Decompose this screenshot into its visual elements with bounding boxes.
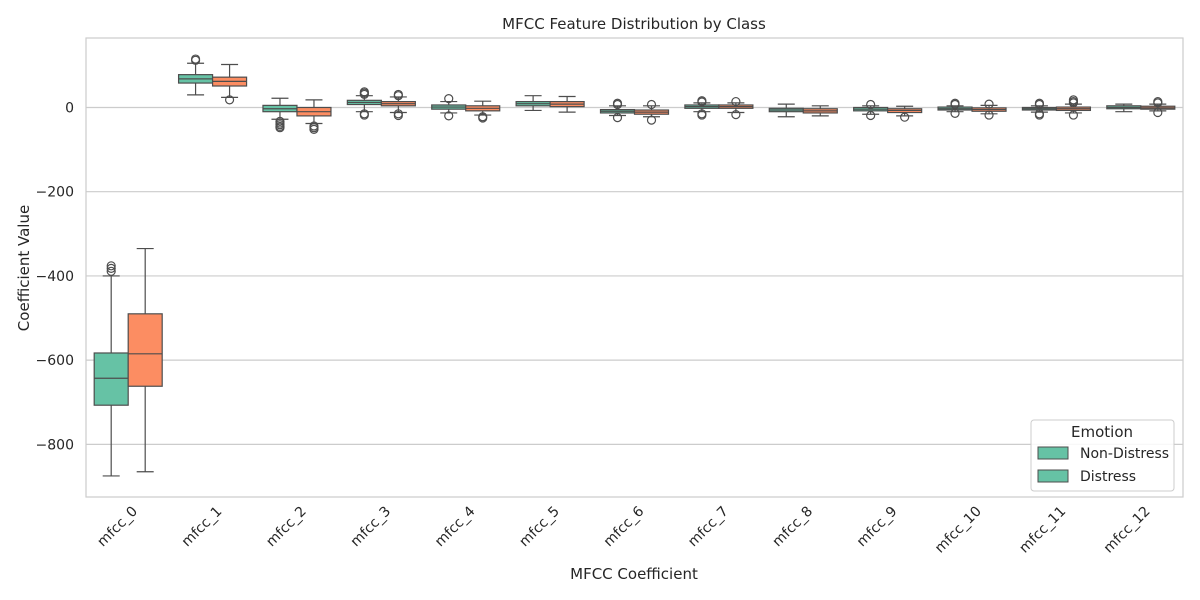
plot-area-frame xyxy=(85,37,1184,498)
outlier-point xyxy=(697,110,707,120)
outlier-point xyxy=(1153,96,1163,107)
box-non-distress-mfcc_3 xyxy=(346,87,382,120)
outlier-point xyxy=(646,115,657,125)
outlier-point xyxy=(612,112,623,123)
box-distress-mfcc_5 xyxy=(549,95,585,113)
legend-swatch-distress xyxy=(1037,469,1069,483)
outlier-point xyxy=(359,87,369,97)
outlier-point xyxy=(224,95,235,105)
x-axis-label: MFCC Coefficient xyxy=(570,565,698,583)
outlier-point xyxy=(950,98,960,108)
box-distress-mfcc_7 xyxy=(718,96,754,120)
legend-label-distress: Distress xyxy=(1080,469,1136,485)
y-tick-label: −800 xyxy=(36,437,74,453)
outlier-point xyxy=(866,110,876,121)
box-non-distress-mfcc_2 xyxy=(262,97,298,133)
box-non-distress-mfcc_7 xyxy=(684,96,720,120)
outlier-point xyxy=(697,96,707,106)
outlier-point xyxy=(646,99,657,110)
outlier-point xyxy=(900,112,910,122)
box-distress-mfcc_1 xyxy=(211,63,248,105)
y-tick-label: −600 xyxy=(36,353,74,369)
box-distress-mfcc_9 xyxy=(887,105,923,122)
y-tick-label: −400 xyxy=(36,269,74,285)
outlier-point xyxy=(359,110,369,120)
outlier-point xyxy=(393,89,403,100)
box-non-distress-mfcc_9 xyxy=(853,99,889,121)
y-axis-label: Coefficient Value xyxy=(15,205,33,331)
box-iqr xyxy=(127,313,163,387)
outlier-point xyxy=(106,261,116,271)
y-tick-label: 0 xyxy=(65,100,74,116)
box-distress-mfcc_10 xyxy=(971,99,1007,120)
outlier-point xyxy=(612,98,623,108)
outlier-point xyxy=(1068,95,1079,105)
outlier-point xyxy=(106,263,116,273)
box-series xyxy=(93,54,1176,477)
legend-swatch-non-distress xyxy=(1037,446,1069,460)
outlier-point xyxy=(393,110,403,121)
outlier-point xyxy=(1034,110,1045,120)
outlier-point xyxy=(106,266,116,276)
box-distress-mfcc_0 xyxy=(127,247,163,473)
box-distress-mfcc_3 xyxy=(380,89,416,121)
box-non-distress-mfcc_6 xyxy=(599,98,636,123)
outlier-point xyxy=(478,113,488,123)
outlier-point xyxy=(731,110,741,120)
outlier-point xyxy=(1153,107,1163,118)
outlier-point xyxy=(984,99,994,109)
outlier-point xyxy=(866,99,876,110)
legend-title: Emotion xyxy=(1071,423,1133,441)
outlier-point xyxy=(309,124,319,134)
outlier-point xyxy=(444,111,454,121)
chart-title: MFCC Feature Distribution by Class xyxy=(502,15,766,33)
box-distress-mfcc_11 xyxy=(1055,95,1092,120)
legend: Emotion Non-Distress Distress xyxy=(1030,419,1175,492)
box-distress-mfcc_6 xyxy=(633,99,670,125)
box-distress-mfcc_4 xyxy=(465,100,501,123)
outlier-point xyxy=(1034,98,1045,108)
outlier-point xyxy=(1068,110,1079,120)
outlier-point xyxy=(731,96,741,107)
outlier-point xyxy=(950,108,960,118)
outlier-point xyxy=(275,123,285,133)
y-tick-label: −200 xyxy=(36,185,74,201)
box-distress-mfcc_2 xyxy=(296,99,332,134)
box-distress-mfcc_12 xyxy=(1140,96,1176,118)
outlier-point xyxy=(444,94,454,104)
box-iqr xyxy=(93,352,129,406)
outlier-point xyxy=(190,54,201,64)
legend-label-non-distress: Non-Distress xyxy=(1080,446,1169,462)
box-distress-mfcc_8 xyxy=(802,105,838,117)
outlier-point xyxy=(984,110,994,120)
y-tick-labels: 0 −200 −400 −600 −800 xyxy=(36,100,74,453)
